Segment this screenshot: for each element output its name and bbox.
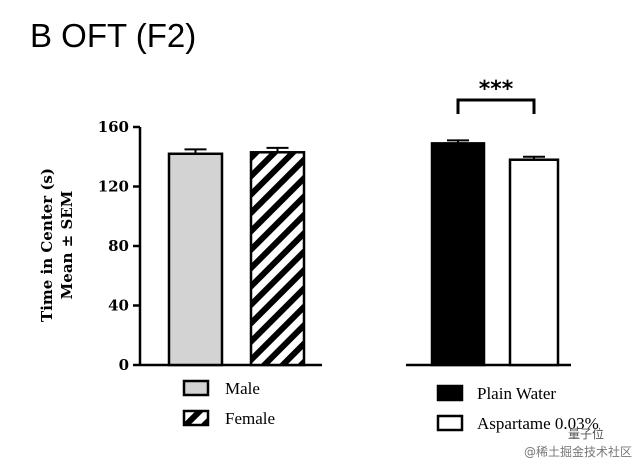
panel-title: B OFT (F2) (30, 17, 196, 54)
bar-female (249, 151, 306, 367)
legend-swatch (182, 379, 210, 397)
significance-label: *** (479, 77, 514, 102)
legend-swatch (182, 409, 210, 427)
bar-male (167, 152, 224, 367)
watermark-community: @稀土掘金技术社区 (524, 444, 632, 459)
y-axis-label-line2: Mean ± SEM (58, 191, 76, 300)
y-tick-label: 80 (108, 237, 129, 255)
watermark-brand: 量子位 (568, 426, 604, 441)
significance-bracket (456, 98, 536, 114)
y-tick-label: 160 (98, 118, 129, 136)
legend: Male Female Plain Water Aspartame 0.03% (182, 379, 599, 433)
legend-entry-label: Aspartame 0.03% (477, 414, 599, 433)
bar-aspartame-0-03- (508, 158, 560, 367)
legend-entry-label: Male (225, 379, 260, 398)
legend-swatch (436, 414, 464, 432)
y-tick-label: 40 (108, 297, 129, 315)
y-tick-label: 120 (98, 178, 129, 196)
bars: *** (167, 77, 560, 367)
bar-plain-water (430, 142, 486, 367)
legend-entry-label: Plain Water (477, 384, 556, 403)
y-axis-label-line1: Time in Center (s) (38, 168, 56, 322)
y-tick-label: 0 (119, 356, 129, 374)
legend-entry-label: Female (225, 409, 275, 428)
legend-swatch (436, 384, 464, 402)
